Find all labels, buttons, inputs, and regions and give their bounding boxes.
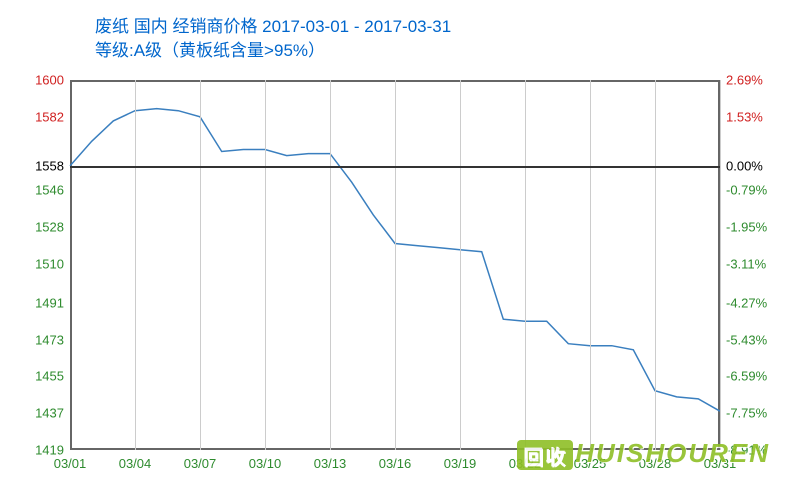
x-axis-label: 03/07	[184, 456, 217, 471]
y-axis-right-label: -6.59%	[726, 369, 786, 384]
grid-line-vertical	[590, 80, 591, 450]
x-axis-label: 03/19	[444, 456, 477, 471]
x-axis-label: 03/01	[54, 456, 87, 471]
y-axis-left-label: 1582	[4, 109, 64, 124]
y-axis-left-label: 1473	[4, 332, 64, 347]
grid-line-vertical	[395, 80, 396, 450]
x-axis-label: 03/10	[249, 456, 282, 471]
y-axis-left-label: 1510	[4, 256, 64, 271]
y-axis-right-label: -0.79%	[726, 183, 786, 198]
plot-area: 03/0103/0403/0703/1003/1303/1603/1903/22…	[70, 80, 720, 450]
y-axis-right-label: 1.53%	[726, 109, 786, 124]
y-axis-left-label: 1419	[4, 443, 64, 458]
y-axis-right-label: -5.43%	[726, 332, 786, 347]
grid-line-vertical	[265, 80, 266, 450]
x-axis-label: 03/16	[379, 456, 412, 471]
baseline	[70, 166, 720, 168]
y-axis-right-label: -7.75%	[726, 406, 786, 421]
y-axis-right-label: 2.69%	[726, 73, 786, 88]
watermark-text: HUISHOUREN	[575, 438, 770, 468]
grid-line-vertical	[135, 80, 136, 450]
y-axis-left-label: 1528	[4, 220, 64, 235]
y-axis-left-label: 1455	[4, 369, 64, 384]
title-block: 废纸 国内 经销商价格 2017-03-01 - 2017-03-31 等级:A…	[95, 15, 451, 63]
y-axis-left-label: 1491	[4, 295, 64, 310]
y-axis-left-label: 1546	[4, 183, 64, 198]
grid-line-vertical	[720, 80, 721, 450]
y-axis-left-label: 1437	[4, 406, 64, 421]
y-axis-right-label: -3.11%	[726, 256, 786, 271]
x-axis-label: 03/13	[314, 456, 347, 471]
y-axis-left-label: 1558	[4, 158, 64, 173]
x-axis-label: 03/04	[119, 456, 152, 471]
y-axis-right-label: 0.00%	[726, 158, 786, 173]
y-axis-left-label: 1600	[4, 73, 64, 88]
y-axis-right-label: -1.95%	[726, 220, 786, 235]
watermark-stamp: 回收	[517, 440, 573, 470]
grid-line-vertical	[525, 80, 526, 450]
y-axis-right-label: -4.27%	[726, 295, 786, 310]
watermark: 回收HUISHOUREN	[517, 438, 770, 470]
grid-line-vertical	[655, 80, 656, 450]
grid-line-vertical	[460, 80, 461, 450]
grid-line-vertical	[200, 80, 201, 450]
grid-line-vertical	[330, 80, 331, 450]
chart-subtitle: 等级:A级（黄板纸含量>95%）	[95, 39, 451, 63]
chart-title: 废纸 国内 经销商价格 2017-03-01 - 2017-03-31	[95, 15, 451, 39]
chart-container: 废纸 国内 经销商价格 2017-03-01 - 2017-03-31 等级:A…	[0, 0, 800, 500]
